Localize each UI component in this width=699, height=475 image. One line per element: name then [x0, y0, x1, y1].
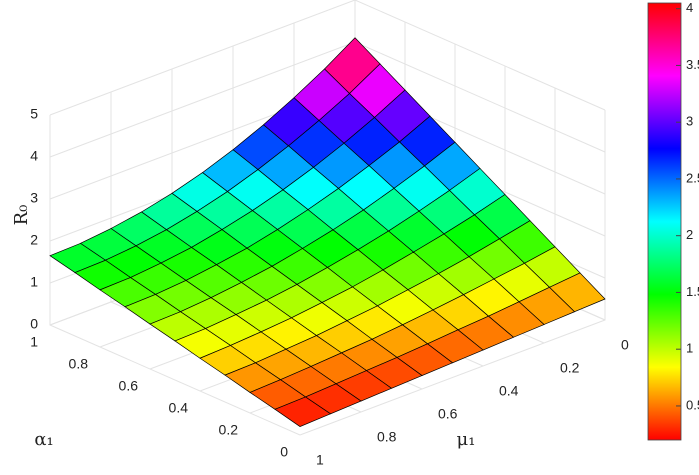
x-axis-label: μ₁ — [457, 429, 476, 450]
colorbar-tick-label: 3.5 — [686, 57, 699, 72]
x-tick-label: 0.8 — [377, 429, 397, 445]
colorbar-tick-label: 4 — [686, 0, 693, 15]
colorbar-tick-label: 1 — [686, 341, 693, 356]
colorbar — [647, 2, 682, 441]
grid-line — [49, 0, 606, 116]
y-tick-label: 1 — [30, 334, 38, 350]
y-axis-label: α₁ — [34, 429, 53, 450]
z-tick-label: 4 — [30, 148, 38, 164]
y-tick-label: 0.4 — [169, 400, 189, 416]
colorbar-tick-label: 2 — [686, 227, 693, 242]
x-tick-label: 0 — [621, 337, 629, 353]
y-tick-label: 0.2 — [219, 422, 239, 438]
surface-cell — [274, 396, 332, 427]
grid-line — [299, 110, 606, 436]
x-tick-label: 0.4 — [499, 383, 519, 399]
colorbar-tick-label: 1.5 — [686, 284, 699, 299]
x-tick-label: 0.6 — [438, 406, 458, 422]
z-axis-label: R₀ — [11, 205, 32, 226]
z-tick-label: 0 — [30, 316, 38, 332]
z-tick-label: 1 — [30, 274, 38, 290]
y-tick-label: 0.6 — [119, 378, 139, 394]
x-tick-label: 1 — [316, 452, 324, 468]
colorbar-tick-label: 0.5 — [686, 397, 699, 412]
z-tick-label: 2 — [30, 232, 38, 248]
x-tick-label: 0.2 — [560, 360, 580, 376]
y-tick-label: 0.8 — [69, 356, 89, 372]
y-tick-label: 0 — [280, 444, 288, 460]
z-tick-label: 5 — [30, 106, 38, 122]
colorbar-tick-label: 2.5 — [686, 170, 699, 185]
z-tick-label: 3 — [30, 190, 38, 206]
colorbar-tick-label: 3 — [686, 114, 693, 129]
